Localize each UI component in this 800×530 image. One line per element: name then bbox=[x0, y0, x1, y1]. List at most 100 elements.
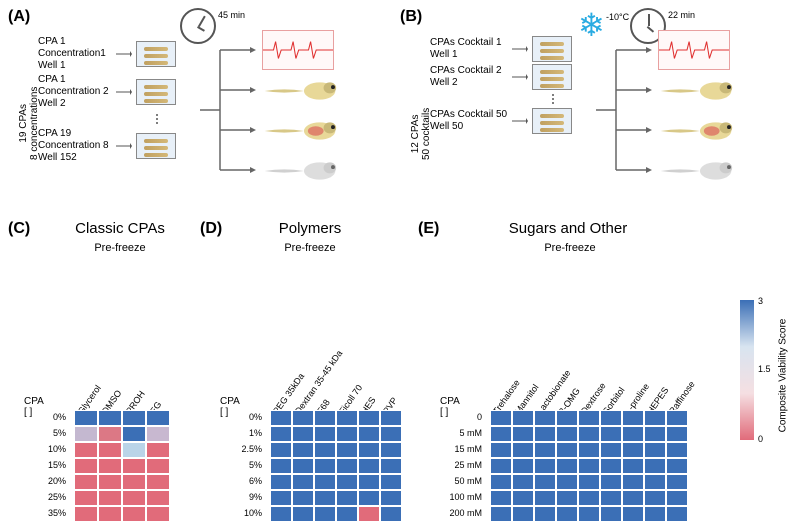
hm-cell bbox=[622, 474, 644, 490]
hm-cell bbox=[314, 410, 336, 426]
clock-icon bbox=[180, 8, 216, 44]
hm-cell bbox=[380, 474, 402, 490]
snow-label: -10°C bbox=[606, 12, 629, 22]
hm-cell bbox=[74, 506, 98, 522]
hm-cell bbox=[314, 442, 336, 458]
arrow-split-b bbox=[596, 40, 656, 180]
hm-cell bbox=[600, 490, 622, 506]
hm-cell bbox=[270, 474, 292, 490]
clock-b-label: 22 min bbox=[668, 10, 695, 20]
hm-row-label: 200 mM bbox=[436, 508, 482, 518]
hm-cell bbox=[380, 458, 402, 474]
hm-cell bbox=[600, 506, 622, 522]
panel-e-subtitle: Pre-freeze bbox=[530, 242, 610, 254]
hm-cell bbox=[292, 458, 314, 474]
hm-row-label: 0% bbox=[20, 412, 66, 422]
hm-cell bbox=[512, 474, 534, 490]
hm-cell bbox=[146, 506, 170, 522]
hm-cell bbox=[534, 506, 556, 522]
hm-cell bbox=[556, 490, 578, 506]
hm-cell bbox=[98, 426, 122, 442]
hm-cell bbox=[146, 426, 170, 442]
hm-cell bbox=[666, 474, 688, 490]
hm-cell bbox=[270, 426, 292, 442]
hm-cell bbox=[292, 426, 314, 442]
hm-cell bbox=[490, 458, 512, 474]
hm-row-label: 0 bbox=[436, 412, 482, 422]
hm-cell bbox=[512, 506, 534, 522]
hm-cell bbox=[358, 426, 380, 442]
hm-cell bbox=[292, 490, 314, 506]
hm-row-label: 5 mM bbox=[436, 428, 482, 438]
hm-cell bbox=[666, 458, 688, 474]
hm-cell bbox=[490, 474, 512, 490]
hm-cell bbox=[336, 426, 358, 442]
hm-cell bbox=[314, 490, 336, 506]
hm-cell bbox=[336, 442, 358, 458]
hm-cell bbox=[270, 458, 292, 474]
hm-cell bbox=[314, 458, 336, 474]
hm-cell bbox=[74, 474, 98, 490]
larva-unhealthy-icon bbox=[260, 120, 340, 142]
hm-row-label: 25% bbox=[20, 492, 66, 502]
hm-cell bbox=[534, 490, 556, 506]
hm-cell bbox=[292, 474, 314, 490]
hm-cell bbox=[146, 490, 170, 506]
hm-row-label: 15 mM bbox=[436, 444, 482, 454]
hm-cell bbox=[122, 474, 146, 490]
well-icon bbox=[136, 41, 176, 67]
larva-dead-icon bbox=[260, 160, 340, 182]
hm-cell bbox=[534, 458, 556, 474]
hm-cell bbox=[146, 442, 170, 458]
panel-c-subtitle: Pre-freeze bbox=[80, 242, 160, 254]
hm-cell bbox=[98, 458, 122, 474]
larva-unhealthy-icon bbox=[656, 120, 736, 142]
hm-cell bbox=[622, 426, 644, 442]
hm-cell bbox=[578, 410, 600, 426]
hm-cell bbox=[578, 474, 600, 490]
hm-row-label: 20% bbox=[20, 476, 66, 486]
hm-cell bbox=[270, 506, 292, 522]
hm-cell bbox=[336, 506, 358, 522]
hm-cell bbox=[98, 410, 122, 426]
hm-cell bbox=[644, 490, 666, 506]
hm-cell bbox=[98, 490, 122, 506]
hm-cell bbox=[122, 490, 146, 506]
hm-cell bbox=[512, 442, 534, 458]
hm-row-label: 1% bbox=[216, 428, 262, 438]
hm-cell bbox=[644, 474, 666, 490]
hm-row-label: 5% bbox=[20, 428, 66, 438]
panel-b-label: (B) bbox=[400, 8, 422, 26]
hm-cell bbox=[336, 458, 358, 474]
hm-row-label: 10% bbox=[216, 508, 262, 518]
hm-row-label: 10% bbox=[20, 444, 66, 454]
hm-cell bbox=[336, 490, 358, 506]
hm-cell bbox=[490, 506, 512, 522]
hm-cell bbox=[600, 426, 622, 442]
hm-cell bbox=[292, 506, 314, 522]
hm-cell bbox=[314, 474, 336, 490]
hm-cell bbox=[556, 410, 578, 426]
well-icon bbox=[532, 64, 572, 90]
hm-cell bbox=[600, 410, 622, 426]
hm-cell bbox=[358, 442, 380, 458]
hm-cell bbox=[380, 506, 402, 522]
well-icon bbox=[136, 79, 176, 105]
colorbar bbox=[740, 300, 754, 440]
hm-cell bbox=[146, 458, 170, 474]
well-icon bbox=[532, 36, 572, 62]
hm-cell bbox=[622, 410, 644, 426]
larva-healthy-icon bbox=[656, 80, 736, 102]
hm-cell bbox=[644, 442, 666, 458]
larva-dead-icon bbox=[656, 160, 736, 182]
hm-cell bbox=[644, 506, 666, 522]
hm-cell bbox=[270, 410, 292, 426]
hm-cell bbox=[666, 426, 688, 442]
hm-cell bbox=[512, 410, 534, 426]
hm-cell bbox=[122, 442, 146, 458]
hm-cell bbox=[358, 490, 380, 506]
hm-cell bbox=[314, 426, 336, 442]
hm-cell bbox=[534, 474, 556, 490]
panel-c-title: Classic CPAs bbox=[50, 220, 190, 237]
snowflake-icon: ❄ bbox=[578, 6, 605, 44]
